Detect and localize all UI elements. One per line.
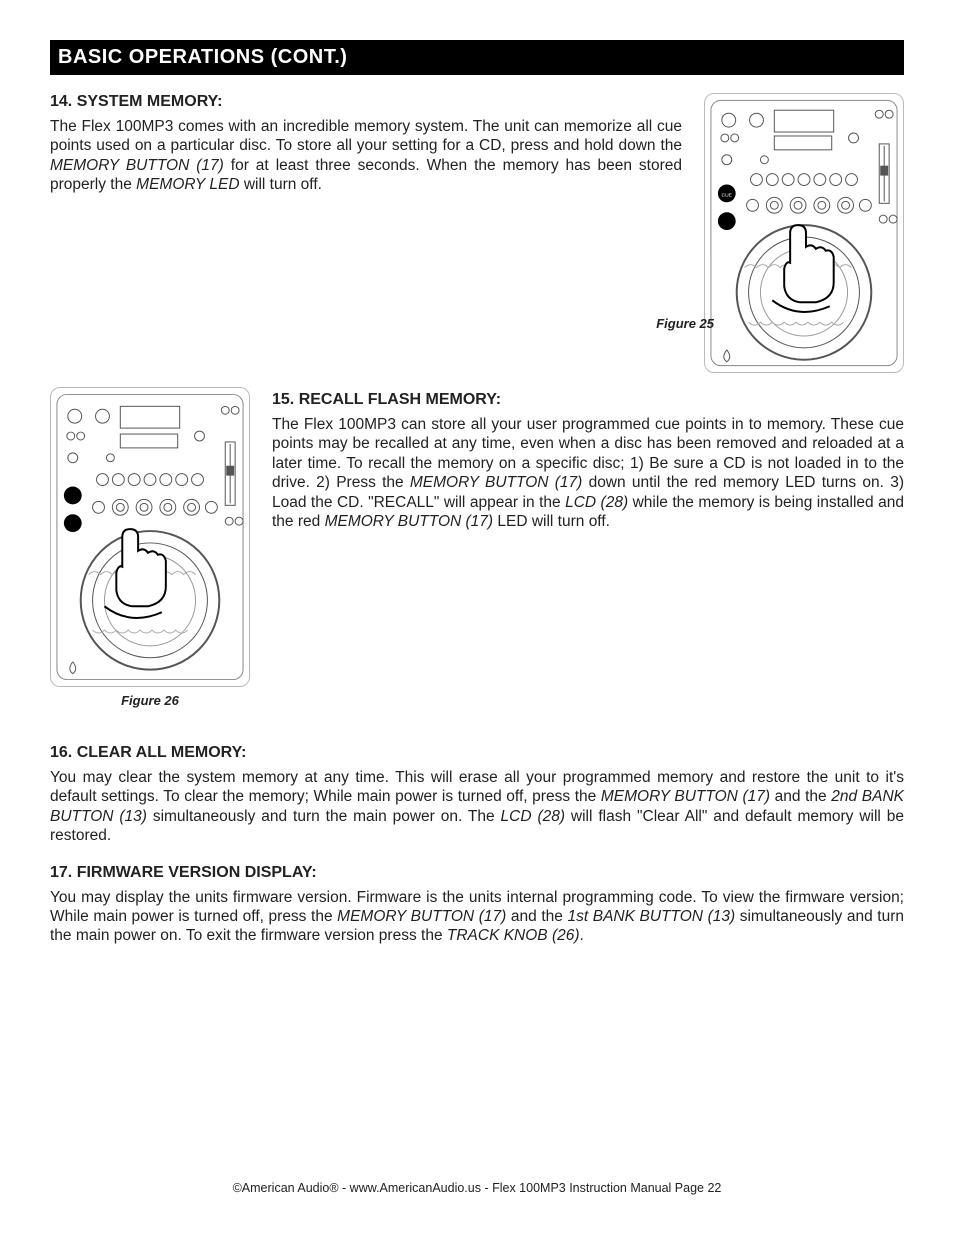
- figure-25-device-illustration: CUE: [704, 93, 904, 373]
- figure-25-caption: Figure 25: [656, 316, 714, 331]
- text-italic: 1st BANK BUTTON (13): [567, 908, 735, 925]
- text-italic: MEMORY BUTTON (17): [50, 157, 224, 174]
- text-italic: MEMORY LED: [136, 176, 239, 193]
- text-italic: LCD (28): [565, 494, 628, 511]
- text-span: and the: [506, 908, 567, 925]
- device-svg-icon: CUE: [705, 94, 903, 372]
- text-span: .: [580, 927, 584, 944]
- text-italic: TRACK KNOB (26): [447, 927, 580, 944]
- section-15-heading: 15. RECALL FLASH MEMORY:: [272, 391, 904, 409]
- section-14-heading: 14. SYSTEM MEMORY:: [50, 93, 682, 111]
- section-15-row: Figure 26 15. RECALL FLASH MEMORY: The F…: [50, 387, 904, 708]
- section-14-row: 14. SYSTEM MEMORY: The Flex 100MP3 comes…: [50, 93, 904, 373]
- text-italic: MEMORY BUTTON (17): [410, 474, 582, 491]
- figure-26-wrap: Figure 26: [50, 387, 250, 708]
- text-italic: MEMORY BUTTON (17): [601, 788, 770, 805]
- figure-26-caption: Figure 26: [50, 693, 250, 708]
- text-span: will turn off.: [240, 176, 322, 193]
- section-15-body: The Flex 100MP3 can store all your user …: [272, 415, 904, 531]
- text-span: The Flex 100MP3 comes with an incredible…: [50, 118, 682, 154]
- section-16: 16. CLEAR ALL MEMORY: You may clear the …: [50, 744, 904, 846]
- page-footer: ©American Audio® - www.AmericanAudio.us …: [0, 1181, 954, 1195]
- section-16-heading: 16. CLEAR ALL MEMORY:: [50, 744, 904, 762]
- figure-25-wrap: CUE: [704, 93, 904, 373]
- text-span: LED will turn off.: [493, 513, 610, 530]
- figure-26-device-illustration: [50, 387, 250, 687]
- section-14-body: The Flex 100MP3 comes with an incredible…: [50, 117, 682, 195]
- svg-text:CUE: CUE: [722, 192, 733, 198]
- text-italic: MEMORY BUTTON (17): [325, 513, 494, 530]
- section-17: 17. FIRMWARE VERSION DISPLAY: You may di…: [50, 864, 904, 946]
- text-span: and the: [770, 788, 831, 805]
- device-svg-icon: [51, 388, 249, 686]
- text-italic: MEMORY BUTTON (17): [337, 908, 506, 925]
- section-17-heading: 17. FIRMWARE VERSION DISPLAY:: [50, 864, 904, 882]
- section-14-text: 14. SYSTEM MEMORY: The Flex 100MP3 comes…: [50, 93, 682, 195]
- text-span: simultaneously and turn the main power o…: [147, 808, 501, 825]
- text-italic: LCD (28): [501, 808, 565, 825]
- section-16-body: You may clear the system memory at any t…: [50, 768, 904, 846]
- section-banner: BASIC OPERATIONS (CONT.): [50, 40, 904, 75]
- section-17-body: You may display the units firmware versi…: [50, 888, 904, 946]
- section-15-text: 15. RECALL FLASH MEMORY: The Flex 100MP3…: [272, 387, 904, 531]
